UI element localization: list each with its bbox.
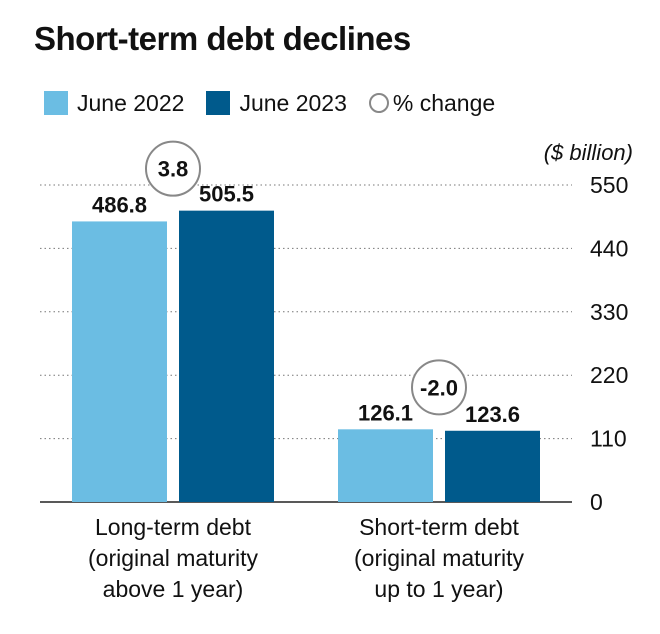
legend: June 2022 June 2023 % change xyxy=(44,88,517,118)
y-tick-label-330: 330 xyxy=(590,299,628,325)
y-tick-label-440: 440 xyxy=(590,235,628,261)
unit-label: ($ billion) xyxy=(544,140,633,165)
bar-long-term-series2 xyxy=(179,210,274,502)
pct-change-label-short-term: -2.0 xyxy=(420,375,458,400)
bar-short-term-series2 xyxy=(445,430,540,502)
category-label-long-term-line3: above 1 year) xyxy=(103,576,244,602)
legend-swatch-june-2023 xyxy=(206,91,231,115)
category-label-short-term-line2: (original maturity xyxy=(354,545,524,571)
y-tick-label-0: 0 xyxy=(590,489,603,515)
legend-label-pct-change: % change xyxy=(392,89,496,116)
legend-label-june-2023: June 2023 xyxy=(239,89,347,116)
legend-swatch-june-2022 xyxy=(44,91,68,115)
data-label-long-term-series2: 505.5 xyxy=(199,182,254,207)
pct-change-circle-short-term xyxy=(411,359,467,416)
data-label-short-term-series2: 123.6 xyxy=(465,402,520,427)
pct-change-circle-long-term xyxy=(145,140,201,197)
legend-item-june-2022: June 2022 xyxy=(44,90,184,117)
data-label-short-term-series1: 126.1 xyxy=(358,400,413,425)
pct-change-label-long-term: 3.8 xyxy=(158,157,189,182)
category-label-long-term-line1: Long-term debt xyxy=(95,514,252,540)
y-tick-label-220: 220 xyxy=(590,362,628,388)
y-tick-label-550: 550 xyxy=(590,172,628,198)
bar-short-term-series1 xyxy=(338,429,433,502)
y-tick-label-110: 110 xyxy=(590,426,627,452)
legend-label-june-2022: June 2022 xyxy=(77,89,185,116)
legend-item-pct-change: % change xyxy=(368,89,496,117)
category-label-long-term-line2: (original maturity xyxy=(88,545,258,571)
category-label-short-term-line3: up to 1 year) xyxy=(374,576,503,602)
data-label-long-term-series1: 486.8 xyxy=(92,192,147,217)
chart-title: Short-term debt declines xyxy=(34,20,411,57)
circle-icon xyxy=(368,93,389,113)
legend-item-june-2023: June 2023 xyxy=(206,89,347,117)
category-label-short-term-line1: Short-term debt xyxy=(359,514,519,540)
bar-long-term-series1 xyxy=(72,221,167,502)
